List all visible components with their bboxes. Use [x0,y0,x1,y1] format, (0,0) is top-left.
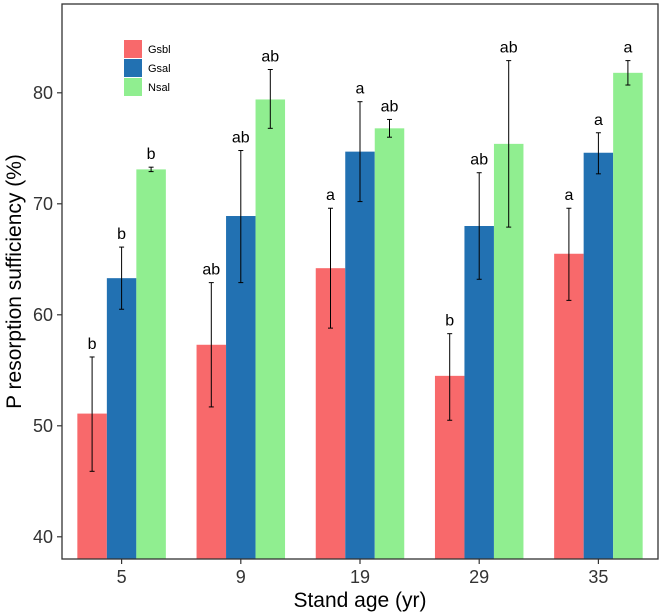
significance-label-gsal-29: ab [470,152,488,169]
significance-label-nsal-35: a [623,40,632,57]
x-tick-label-19: 19 [350,567,370,587]
y-tick-label-80: 80 [33,83,53,103]
legend-key-gsal [124,59,142,77]
significance-label-gsal-35: a [594,112,603,129]
y-tick-label-60: 60 [33,305,53,325]
legend-label-nsal: Nsal [148,82,170,94]
legend-label-gsal: Gsal [148,63,171,75]
x-axis: 5 9 19 29 35 [117,559,608,587]
significance-label-nsal-19: ab [381,98,399,115]
bar-gsal-19 [345,151,375,559]
legend-label-gsbl: Gsbl [148,44,171,56]
bar-nsal-35 [613,72,643,559]
y-axis: 40 50 60 70 80 [33,83,62,547]
legend: Gsbl Gsal Nsal [124,40,171,96]
y-tick-label-50: 50 [33,416,53,436]
y-tick-label-70: 70 [33,194,53,214]
bar-gsal-29 [464,226,494,559]
significance-label-gsbl-35: a [564,187,573,204]
significance-label-gsal-9: ab [232,130,250,147]
bar-nsal-19 [374,128,405,559]
bar-gsal-5 [106,278,137,559]
significance-label-nsal-9: ab [261,48,279,65]
x-axis-title: Stand age (yr) [293,589,426,612]
significance-label-gsbl-9: ab [202,262,220,279]
significance-label-gsbl-5: b [88,336,97,353]
x-tick-label-9: 9 [236,567,246,587]
significance-label-gsbl-19: a [326,187,335,204]
error-bars-layer [89,60,631,472]
legend-key-nsal [124,78,142,96]
significance-label-gsal-5: b [117,226,126,243]
bar-nsal-9 [255,99,286,560]
significance-label-nsal-5: b [147,146,156,163]
bar-gsbl-35 [554,253,584,559]
y-axis-title: P resorption sufficiency (%) [3,154,26,409]
x-tick-label-29: 29 [469,567,489,587]
x-tick-label-5: 5 [117,567,127,587]
bar-nsal-5 [136,169,166,559]
significance-label-gsal-19: a [356,81,365,98]
bar-gsal-35 [583,152,614,560]
bars-layer [77,72,643,560]
significance-label-gsbl-29: b [445,313,454,330]
y-tick-label-40: 40 [33,527,53,547]
significance-label-nsal-29: ab [500,40,518,57]
legend-key-gsbl [124,40,142,58]
x-tick-label-35: 35 [588,567,608,587]
